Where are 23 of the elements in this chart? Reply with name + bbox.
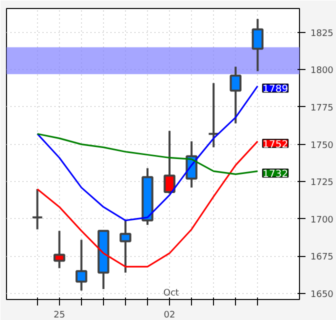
line-series bbox=[36, 140, 258, 268]
candlestick bbox=[230, 66, 242, 124]
data-label: 1732 bbox=[262, 169, 288, 180]
candlestick bbox=[164, 130, 176, 195]
candlestick bbox=[76, 238, 88, 292]
annotation: Oct bbox=[163, 288, 180, 298]
y-tick-label: 1675 bbox=[310, 252, 334, 263]
candlestick bbox=[54, 230, 66, 270]
y-tick-label: 1775 bbox=[310, 103, 334, 114]
candlestick bbox=[208, 82, 220, 148]
line-series bbox=[36, 85, 258, 222]
candlestick bbox=[252, 18, 264, 72]
y-tick-label: 1750 bbox=[310, 140, 334, 151]
y-tick-label: 1725 bbox=[310, 178, 334, 188]
x-tick-label: 02 bbox=[164, 310, 176, 320]
y-tick-label: 1700 bbox=[310, 215, 334, 226]
x-tick-label: 25 bbox=[54, 310, 66, 320]
candlestick bbox=[31, 188, 44, 230]
y-tick-label: 1825 bbox=[310, 28, 334, 39]
line-series bbox=[36, 133, 258, 175]
y-tick-label: 1800 bbox=[310, 66, 334, 76]
y-tick-label: 1650 bbox=[310, 290, 334, 300]
candlestick bbox=[120, 219, 132, 274]
